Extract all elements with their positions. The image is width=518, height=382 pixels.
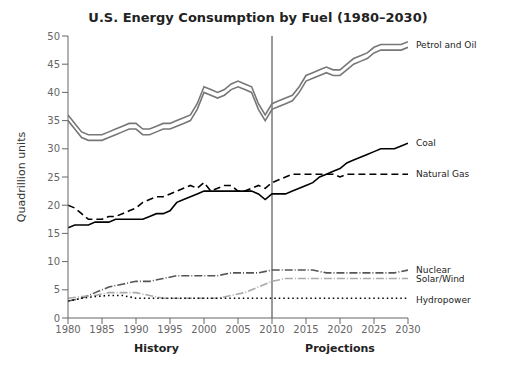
svg-text:Coal: Coal	[416, 138, 436, 148]
svg-text:History: History	[134, 342, 179, 355]
svg-text:Hydropower: Hydropower	[416, 295, 471, 305]
svg-text:1990: 1990	[123, 324, 148, 335]
svg-text:2020: 2020	[327, 324, 352, 335]
svg-text:1980: 1980	[55, 324, 80, 335]
svg-text:Projections: Projections	[305, 342, 375, 355]
svg-text:0: 0	[54, 313, 60, 324]
svg-text:Solar/Wind: Solar/Wind	[416, 274, 465, 284]
svg-text:15: 15	[47, 228, 60, 239]
svg-text:40: 40	[47, 87, 60, 98]
svg-text:2005: 2005	[225, 324, 250, 335]
svg-text:Petrol and Oil: Petrol and Oil	[416, 40, 476, 50]
svg-text:2025: 2025	[361, 324, 386, 335]
svg-text:2030: 2030	[395, 324, 420, 335]
svg-text:5: 5	[54, 284, 60, 295]
svg-text:1985: 1985	[89, 324, 114, 335]
svg-text:35: 35	[47, 115, 60, 126]
svg-text:10: 10	[47, 256, 60, 267]
svg-text:2015: 2015	[293, 324, 318, 335]
svg-text:2000: 2000	[191, 324, 216, 335]
svg-text:Natural Gas: Natural Gas	[416, 169, 470, 179]
svg-text:Nuclear: Nuclear	[416, 265, 451, 276]
svg-text:25: 25	[47, 172, 60, 183]
svg-text:45: 45	[47, 59, 60, 70]
svg-text:30: 30	[47, 143, 60, 154]
svg-text:50: 50	[47, 31, 60, 42]
svg-text:2010: 2010	[259, 324, 284, 335]
svg-text:Quadrillion units: Quadrillion units	[15, 132, 28, 223]
svg-text:1995: 1995	[157, 324, 182, 335]
svg-text:20: 20	[47, 200, 60, 211]
html-text:U.S. Energy Consumption by Fue: U.S. Energy Consumption by Fuel (1980–20…	[88, 10, 428, 25]
